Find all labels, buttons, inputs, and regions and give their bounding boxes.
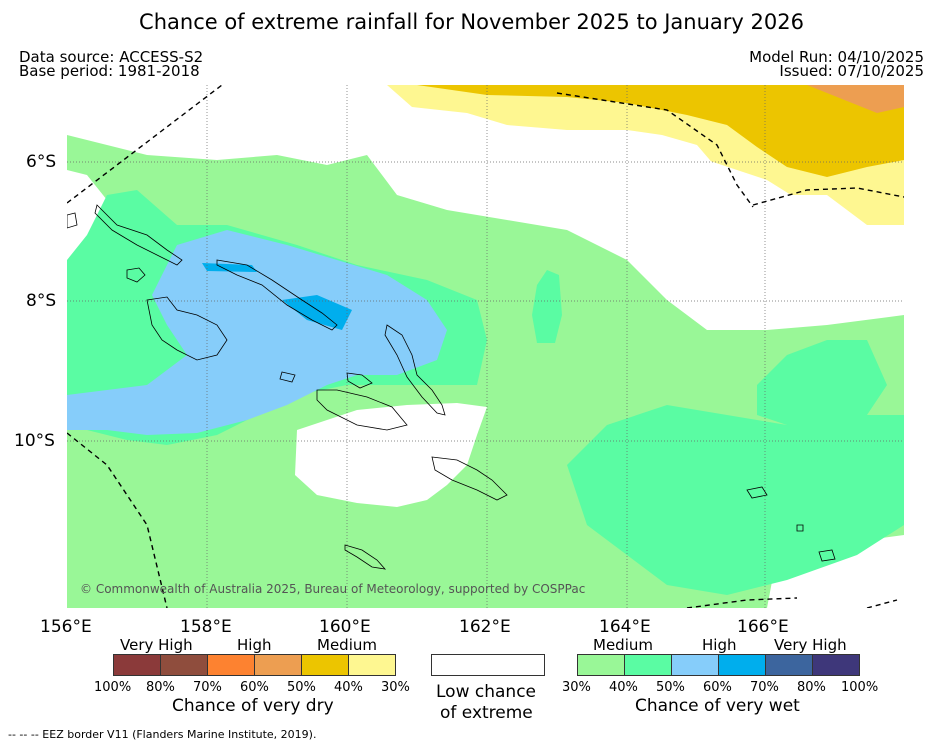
- dry-pct-60: 60%: [240, 680, 269, 695]
- wet-medium-high-east: [567, 405, 904, 595]
- dry-pct-40: 40%: [334, 680, 363, 695]
- island-coastlines: [67, 204, 836, 570]
- dry-pct-50: 50%: [287, 680, 316, 695]
- dry-swatch-5: [301, 654, 349, 676]
- wet-high-core: [282, 295, 352, 330]
- lon-tick-158: 158°E: [180, 617, 232, 637]
- wet-medium-high-islet: [532, 270, 562, 343]
- dry-swatch-1: [113, 654, 161, 676]
- dry-pct-80: 80%: [146, 680, 175, 695]
- wet-swatch-2: [624, 654, 672, 676]
- wet-high-zone: [67, 230, 447, 435]
- wet-medium-high-east2: [757, 340, 887, 430]
- lon-tick-166: 166°E: [737, 617, 789, 637]
- lat-tick-8s: 8°S: [26, 291, 57, 311]
- map-title: Chance of extreme rainfall for November …: [139, 10, 804, 34]
- lat-tick-10s: 10°S: [14, 431, 55, 451]
- issued-date: Issued: 07/10/2025: [779, 62, 924, 80]
- dry-high-zone: [807, 85, 904, 113]
- low-chance-swatch: [431, 654, 545, 676]
- dry-pct-30: 30%: [381, 680, 410, 695]
- wet-cat-very-high: Very High: [774, 636, 847, 654]
- wet-pct-70: 70%: [750, 680, 779, 695]
- dry-swatch-4: [254, 654, 302, 676]
- wet-swatch-4: [718, 654, 766, 676]
- lat-tick-6s: 6°S: [26, 152, 57, 172]
- wet-pct-30: 30%: [562, 680, 591, 695]
- wet-swatch-6: [812, 654, 860, 676]
- dry-cat-medium: Medium: [317, 636, 377, 654]
- wet-pct-60: 60%: [703, 680, 732, 695]
- wet-pct-50: 50%: [656, 680, 685, 695]
- dry-pct-70: 70%: [193, 680, 222, 695]
- base-period: Base period: 1981-2018: [19, 62, 200, 80]
- low-chance-label-1: Low chance: [436, 682, 536, 702]
- wet-swatch-5: [765, 654, 813, 676]
- map-canvas: [67, 85, 904, 608]
- dry-swatch-6: [348, 654, 396, 676]
- dry-swatch-3: [207, 654, 255, 676]
- data-source: Data source: ACCESS-S2: [19, 48, 204, 66]
- wet-pct-40: 40%: [609, 680, 638, 695]
- eez-footnote: -- -- -- EEZ border V11 (Flanders Marine…: [8, 728, 317, 741]
- grid-lines: [67, 85, 904, 608]
- wet-cat-medium: Medium: [593, 636, 653, 654]
- wet-pct-100: 100%: [841, 680, 879, 695]
- dry-cat-high: High: [237, 636, 272, 654]
- low-chance-south: [295, 403, 487, 507]
- low-chance-north: [367, 140, 827, 335]
- dry-medium-high-zone: [417, 85, 904, 177]
- wet-cat-high: High: [702, 636, 737, 654]
- low-chance-label-2: of extreme: [440, 703, 533, 723]
- model-run: Model Run: 04/10/2025: [749, 48, 924, 66]
- eez-borders: [67, 85, 904, 608]
- dry-legend-label: Chance of very dry: [172, 696, 334, 716]
- dry-pct-100: 100%: [94, 680, 132, 695]
- lon-tick-164: 164°E: [599, 617, 651, 637]
- copyright-notice: © Commonwealth of Australia 2025, Bureau…: [80, 582, 586, 596]
- lon-tick-156: 156°E: [40, 617, 92, 637]
- wet-swatch-1: [577, 654, 625, 676]
- dry-cat-very-high: Very High: [120, 636, 193, 654]
- rainfall-map: [67, 85, 904, 608]
- lon-tick-162: 162°E: [459, 617, 511, 637]
- wet-legend-label: Chance of very wet: [635, 696, 800, 716]
- wet-high-core2: [202, 263, 257, 272]
- wet-swatch-3: [671, 654, 719, 676]
- dry-swatch-2: [160, 654, 208, 676]
- wet-pct-80: 80%: [797, 680, 826, 695]
- lon-tick-160: 160°E: [319, 617, 371, 637]
